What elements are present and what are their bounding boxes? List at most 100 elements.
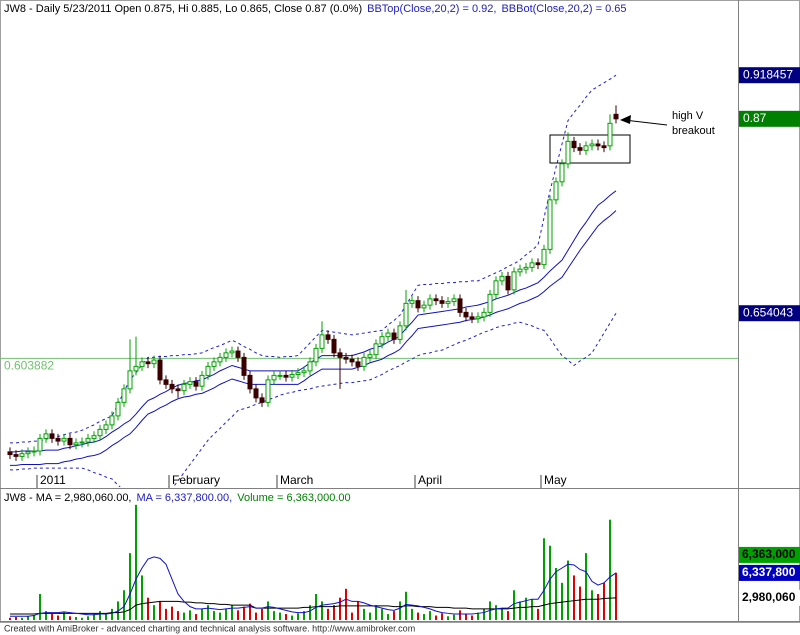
candle-body — [469, 316, 475, 320]
axis-marker — [739, 564, 800, 581]
candle-body — [253, 388, 259, 399]
volume-bar — [159, 601, 161, 620]
candle-body — [511, 271, 517, 291]
volume-bar — [129, 553, 131, 620]
volume-bar — [183, 612, 185, 620]
volume-bar — [561, 582, 563, 620]
volume-bar — [615, 572, 617, 620]
candle-body — [373, 343, 379, 356]
volume-bar — [135, 504, 137, 620]
x-tick-label: May — [544, 473, 567, 487]
axis-marker-label: 0.654043 — [743, 305, 793, 319]
title-part: BBBot(Close,20,2) = 0.65 — [501, 3, 626, 15]
candle-body — [217, 356, 223, 363]
volume-bar — [231, 605, 233, 620]
volume-bar — [609, 519, 611, 620]
title-part: Volume = 6,363,000.00 — [237, 492, 350, 504]
candle-body — [583, 145, 589, 151]
candle-body — [139, 361, 145, 367]
volume-bar — [267, 601, 269, 620]
x-tick-label: April — [418, 473, 442, 487]
volume-bar — [351, 612, 353, 620]
annotation-text: high V — [672, 110, 704, 122]
candle-body — [19, 453, 25, 457]
candle-body — [151, 359, 157, 365]
volume-bar — [249, 603, 251, 620]
axis-marker — [739, 67, 800, 84]
candle-body — [283, 374, 289, 378]
candle-body — [529, 262, 535, 268]
volume-bar — [141, 575, 143, 620]
candle-body — [439, 300, 445, 304]
volume-bar — [507, 611, 509, 620]
candle-body — [403, 302, 409, 327]
candle-body — [571, 140, 577, 149]
candle-body — [229, 350, 235, 354]
title-part: MA = 6,337,800.00, — [137, 492, 233, 504]
candle-body — [559, 163, 565, 183]
volume-bar — [573, 575, 575, 620]
axis-marker-label: 6,337,800 — [742, 565, 796, 579]
volume-bar — [63, 612, 65, 620]
volume-bar — [417, 612, 419, 620]
volume-bar — [261, 608, 263, 620]
candle-body — [325, 334, 331, 340]
volume-bar — [279, 612, 281, 620]
volume-bar — [111, 608, 113, 620]
volume-bar — [603, 582, 605, 620]
candle-body — [343, 356, 349, 360]
volume-plot — [9, 504, 617, 620]
axis-marker-label: 0.918457 — [743, 67, 793, 81]
candle-body — [613, 113, 619, 120]
candle-body — [349, 358, 355, 363]
annotation-arrowhead — [620, 115, 631, 124]
candle-body — [565, 140, 571, 165]
volume-bar — [291, 615, 293, 620]
candle-body — [493, 280, 499, 295]
volume-bar — [567, 560, 569, 620]
volume-bar — [69, 616, 71, 620]
chart-title: JW8 - Daily 5/23/2011 Open 0.875, Hi 0.8… — [4, 3, 627, 15]
volume-bar — [309, 605, 311, 620]
candle-body — [409, 300, 415, 304]
volume-bar — [75, 617, 77, 620]
candle-body — [73, 442, 79, 446]
candle-body — [223, 352, 229, 358]
volume-bar — [423, 614, 425, 620]
volume-bar — [597, 594, 599, 620]
candle-body — [145, 361, 151, 365]
volume-bar — [39, 594, 41, 620]
candle-body — [295, 372, 301, 375]
volume-bar — [357, 601, 359, 620]
candle-body — [553, 181, 559, 201]
candle-body — [187, 381, 193, 385]
candle-body — [85, 437, 91, 443]
volume-bar — [339, 597, 341, 620]
footer: Created with AmiBroker - advanced charti… — [4, 623, 415, 633]
candle-body — [199, 374, 205, 387]
candle-body — [589, 143, 595, 147]
volume-bar — [285, 614, 287, 620]
volume-bar — [165, 608, 167, 620]
volume-bar — [21, 617, 23, 620]
candle-body — [289, 373, 295, 378]
candle-body — [433, 298, 439, 302]
candle-body — [535, 262, 541, 266]
candle-body — [61, 437, 67, 442]
volume-bar — [45, 611, 47, 620]
candle-body — [103, 424, 109, 430]
volume-bar — [441, 613, 443, 620]
volume-bar — [219, 612, 221, 620]
candle-body — [277, 374, 283, 377]
x-tick-label: March — [280, 473, 313, 487]
candle-body — [367, 354, 373, 358]
price-plot — [0, 74, 738, 487]
volume-ma-line — [10, 597, 617, 615]
candle-body — [337, 352, 343, 358]
volume-bar — [297, 613, 299, 620]
volume-bar — [87, 616, 89, 620]
candle-body — [49, 433, 55, 439]
volume-bar — [15, 617, 17, 620]
volume-bar — [255, 612, 257, 620]
